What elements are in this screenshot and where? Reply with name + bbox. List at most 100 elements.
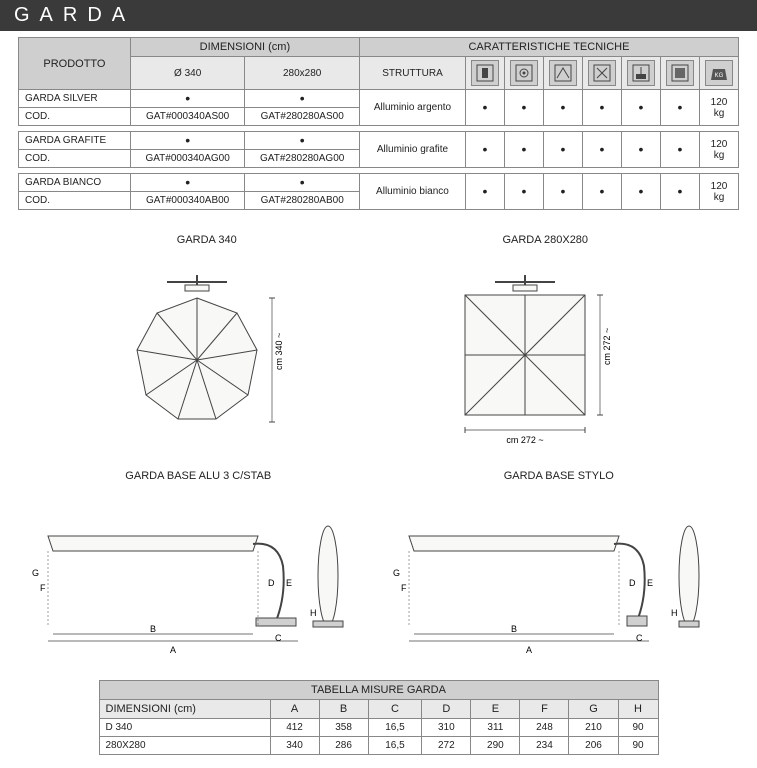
hdr-icon1 — [466, 57, 505, 90]
row-label: D 340 — [99, 719, 270, 737]
row-label: 280X280 — [99, 737, 270, 755]
side-svg-1: A B F G D E C H — [28, 496, 368, 656]
v: 310 — [422, 719, 471, 737]
cell-dot: • — [466, 90, 505, 126]
hdr-dim2: 280x280 — [245, 57, 360, 90]
cell-dot: • — [130, 132, 245, 150]
svg-text:E: E — [647, 578, 653, 588]
cell-dot: • — [661, 174, 700, 210]
svg-text:cm 340 ~: cm 340 ~ — [274, 333, 284, 370]
v: 210 — [569, 719, 618, 737]
svg-text:H: H — [671, 608, 678, 618]
diagram-280-svg: cm 272 ~ cm 272 ~ — [440, 260, 650, 450]
cell-dot: • — [622, 132, 661, 168]
hdr-icon6 — [661, 57, 700, 90]
v: 16,5 — [368, 737, 422, 755]
weight: 120 kg — [700, 90, 739, 126]
cell-dot: • — [544, 90, 583, 126]
hdr-icon5 — [622, 57, 661, 90]
side-diagrams: GARDA BASE ALU 3 C/STAB A B F G D E C H — [18, 470, 739, 656]
col-f: F — [520, 700, 569, 719]
cell-dot: • — [544, 132, 583, 168]
product-table: PRODOTTO DIMENSIONI (cm) CARATTERISTICHE… — [18, 37, 739, 210]
diagram-label-2: GARDA 280X280 — [440, 234, 650, 246]
cell-dot: • — [583, 90, 622, 126]
col-c: C — [368, 700, 422, 719]
cod1: GAT#000340AS00 — [130, 108, 245, 126]
svg-text:A: A — [170, 645, 176, 655]
svg-text:F: F — [40, 583, 46, 593]
cell-dot: • — [583, 132, 622, 168]
cod-label: COD. — [19, 108, 131, 126]
measures-table: TABELLA MISURE GARDA DIMENSIONI (cm) A B… — [99, 680, 659, 755]
meas-col-hdr: DIMENSIONI (cm) — [99, 700, 270, 719]
meas-title: TABELLA MISURE GARDA — [99, 681, 658, 700]
svg-text:C: C — [275, 633, 282, 643]
svg-text:E: E — [286, 578, 292, 588]
col-b: B — [319, 700, 368, 719]
v: 248 — [520, 719, 569, 737]
col-g: G — [569, 700, 618, 719]
cod-label: COD. — [19, 150, 131, 168]
v: 311 — [471, 719, 520, 737]
svg-text:B: B — [511, 624, 517, 634]
cell-dot: • — [245, 90, 360, 108]
cell-dot: • — [245, 132, 360, 150]
cell-dot: • — [622, 90, 661, 126]
measures-table-wrap: TABELLA MISURE GARDA DIMENSIONI (cm) A B… — [99, 680, 659, 755]
cell-dot: • — [544, 174, 583, 210]
svg-text:B: B — [150, 624, 156, 634]
cod1: GAT#000340AG00 — [130, 150, 245, 168]
cod2: GAT#280280AG00 — [245, 150, 360, 168]
weight: 120 kg — [700, 132, 739, 168]
cell-dot: • — [466, 132, 505, 168]
svg-text:cm 272 ~: cm 272 ~ — [507, 435, 544, 445]
hdr-struttura: STRUTTURA — [359, 57, 465, 90]
svg-text:H: H — [310, 608, 317, 618]
meas-header-row: DIMENSIONI (cm) A B C D E F G H — [99, 700, 658, 719]
svg-text:C: C — [636, 633, 643, 643]
svg-text:A: A — [526, 645, 532, 655]
diagram-280: GARDA 280X280 cm 272 ~ cm 272 ~ — [440, 234, 650, 450]
cell-dot: • — [130, 174, 245, 192]
diagram-340-svg: cm 340 ~ — [107, 260, 307, 430]
v: 286 — [319, 737, 368, 755]
cod2: GAT#280280AS00 — [245, 108, 360, 126]
svg-text:KG: KG — [715, 73, 724, 79]
v: 90 — [618, 737, 658, 755]
side-1: GARDA BASE ALU 3 C/STAB A B F G D E C H — [28, 470, 368, 656]
top-diagrams: GARDA 340 cm 340 ~ GARDA 28 — [40, 234, 717, 450]
col-e: E — [471, 700, 520, 719]
cod-label: COD. — [19, 192, 131, 210]
col-d: D — [422, 700, 471, 719]
diagram-340: GARDA 340 cm 340 ~ — [107, 234, 307, 450]
col-h: H — [618, 700, 658, 719]
v: 90 — [618, 719, 658, 737]
cod2: GAT#280280AB00 — [245, 192, 360, 210]
table-row: GARDA GRAFITE • • Alluminio grafite • • … — [19, 132, 739, 150]
hdr-icon-weight: KG — [700, 57, 739, 90]
cell-dot: • — [466, 174, 505, 210]
cell-dot: • — [130, 90, 245, 108]
side-2: GARDA BASE STYLO A B F G D E C H — [389, 470, 729, 656]
hdr-dim1: Ø 340 — [130, 57, 245, 90]
prod-name: GARDA BIANCO — [19, 174, 131, 192]
hdr-prodotto: PRODOTTO — [19, 38, 131, 90]
v: 206 — [569, 737, 618, 755]
hdr-icon4 — [583, 57, 622, 90]
svg-text:G: G — [32, 568, 39, 578]
svg-text:D: D — [268, 578, 275, 588]
svg-text:cm 272 ~: cm 272 ~ — [602, 328, 612, 365]
cell-dot: • — [661, 90, 700, 126]
v: 272 — [422, 737, 471, 755]
prod-name: GARDA GRAFITE — [19, 132, 131, 150]
header-row-1: PRODOTTO DIMENSIONI (cm) CARATTERISTICHE… — [19, 38, 739, 57]
cell-dot: • — [505, 174, 544, 210]
struttura: Alluminio argento — [359, 90, 465, 126]
v: 234 — [520, 737, 569, 755]
diagram-label-1: GARDA 340 — [107, 234, 307, 246]
weight: 120 kg — [700, 174, 739, 210]
cell-dot: • — [505, 90, 544, 126]
hdr-caratteristiche: CARATTERISTICHE TECNICHE — [359, 38, 738, 57]
svg-text:G: G — [393, 568, 400, 578]
